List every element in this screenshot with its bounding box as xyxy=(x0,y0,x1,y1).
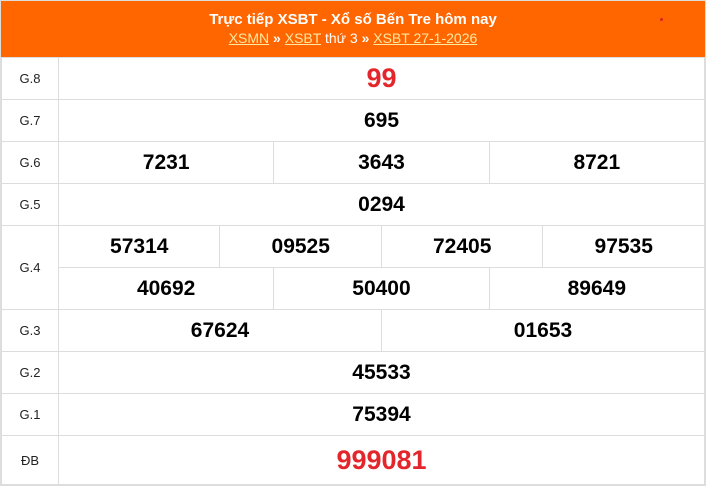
separator: » xyxy=(273,30,281,46)
prize-number: 8721 xyxy=(488,141,706,184)
prize-number: 09525 xyxy=(219,225,382,268)
prize-label: G.5 xyxy=(1,183,59,226)
results-table: G.8 99 G.7 695 G.6 7231 3643 8721 G.5 0294 G.4… xyxy=(1,57,706,485)
row-g4b: 40692 50400 89649 xyxy=(2,267,706,310)
link-xsmn[interactable]: XSMN xyxy=(228,30,270,46)
prize-number: 7231 xyxy=(57,141,275,184)
prize-number: 97535 xyxy=(542,225,705,268)
row-g7: G.7 695 xyxy=(1,99,705,142)
row-g8: G.8 99 xyxy=(1,57,705,100)
prize-label: G.1 xyxy=(1,393,59,436)
live-dot-icon xyxy=(660,18,663,21)
prize-number: 3643 xyxy=(273,141,490,184)
header-title: Trực tiếp XSBT - Xổ số Bến Tre hôm nay xyxy=(209,11,497,28)
breadcrumb: XSMN » XSBT thứ 3 » XSBT 27-1-2026 xyxy=(1,29,705,47)
prize-label: ĐB xyxy=(1,435,59,485)
link-xsbt-date[interactable]: XSBT 27-1-2026 xyxy=(373,30,478,46)
row-g5: G.5 0294 xyxy=(1,183,705,226)
prize-label: G.2 xyxy=(1,351,59,394)
row-g2: G.2 45533 xyxy=(1,351,705,394)
prize-label: G.8 xyxy=(1,57,59,100)
prize-number: 99 xyxy=(58,57,705,100)
row-g4: G.4 57314 09525 72405 97535 xyxy=(1,225,705,310)
prize-label: G.6 xyxy=(1,141,59,184)
link-xsbt[interactable]: XSBT xyxy=(284,30,322,46)
prize-label: G.3 xyxy=(1,309,59,352)
row-g3: G.3 67624 01653 xyxy=(1,309,706,352)
prize-label: G.4 xyxy=(1,225,59,310)
prize-number: 75394 xyxy=(58,393,705,436)
row-g6: G.6 7231 3643 8721 xyxy=(1,141,706,184)
prize-number: 57314 xyxy=(57,225,221,268)
header: Trực tiếp XSBT - Xổ số Bến Tre hôm nay X… xyxy=(1,1,705,57)
separator: » xyxy=(361,30,370,46)
prize-number: 72405 xyxy=(380,225,544,268)
prize-number: 67624 xyxy=(58,309,382,352)
prize-number: 89649 xyxy=(488,267,706,310)
weekday: thứ 3 xyxy=(324,30,358,46)
jackpot-number: 999081 xyxy=(58,435,705,485)
prize-number: 45533 xyxy=(58,351,705,394)
prize-number: 0294 xyxy=(58,183,705,226)
prize-label: G.7 xyxy=(1,99,59,142)
prize-number: 01653 xyxy=(380,309,706,352)
prize-number: 695 xyxy=(58,99,705,142)
row-db: ĐB 999081 xyxy=(1,435,705,485)
row-g1: G.1 75394 xyxy=(1,393,705,436)
prize-number: 40692 xyxy=(57,267,275,310)
prize-number: 50400 xyxy=(273,267,490,310)
